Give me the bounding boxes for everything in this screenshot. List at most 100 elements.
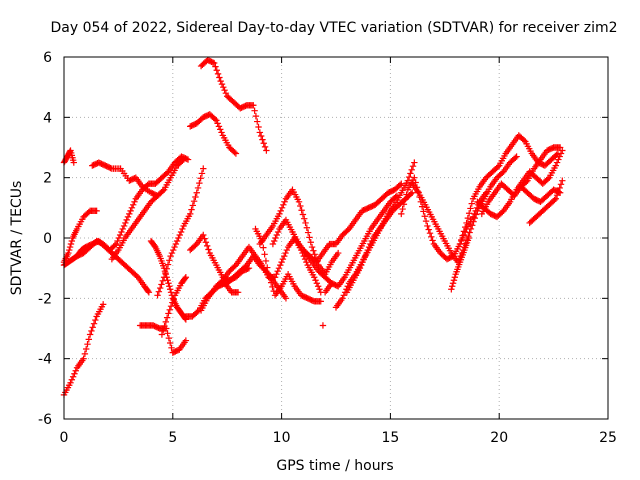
data-series <box>108 192 161 263</box>
data-point <box>310 247 317 254</box>
y-tick-label: -4 <box>38 352 52 368</box>
data-point <box>203 242 211 250</box>
data-point <box>334 249 342 257</box>
data-point <box>553 191 561 199</box>
data-point <box>166 286 174 293</box>
axis-ticks: 0 5 10 15 20 25 -6 -4 -2 0 2 4 6 <box>38 50 617 446</box>
data-point <box>360 255 368 263</box>
data-point <box>200 231 207 239</box>
data-point <box>255 123 262 131</box>
data-point <box>66 246 73 254</box>
data-point <box>459 232 466 239</box>
data-point <box>155 288 163 295</box>
data-point <box>306 234 313 241</box>
data-point <box>266 275 274 282</box>
data-series <box>197 252 290 314</box>
data-point <box>202 239 210 246</box>
data-point <box>172 240 180 248</box>
data-point <box>302 219 309 227</box>
data-point <box>67 379 74 386</box>
data-point <box>339 295 346 302</box>
data-point <box>422 217 430 225</box>
data-point <box>556 144 564 151</box>
data-point <box>93 207 100 215</box>
data-point <box>189 202 197 209</box>
data-point <box>551 196 558 204</box>
data-point <box>80 355 87 362</box>
data-point <box>463 219 470 227</box>
data-point <box>399 205 406 213</box>
data-point <box>209 59 217 66</box>
data-point <box>297 202 304 210</box>
data-point <box>221 86 228 94</box>
data-point <box>187 210 194 218</box>
data-point <box>213 67 220 74</box>
data-point <box>120 222 128 230</box>
data-point <box>175 234 182 242</box>
data-point <box>273 231 281 239</box>
data-series <box>158 274 190 338</box>
data-point <box>277 261 284 269</box>
data-point <box>340 292 348 299</box>
data-point <box>154 292 161 299</box>
data-point <box>304 229 312 236</box>
data-point <box>119 225 126 233</box>
data-point <box>176 231 183 239</box>
data-point <box>84 340 91 348</box>
data-point <box>114 237 121 245</box>
data-point <box>429 237 436 244</box>
data-point <box>421 213 428 220</box>
data-point <box>469 222 476 229</box>
data-point <box>271 237 278 245</box>
data-point <box>269 240 277 248</box>
data-point <box>198 170 206 177</box>
data-point <box>408 189 416 196</box>
x-tick-label: 5 <box>168 430 177 446</box>
data-point <box>169 299 176 306</box>
data-point <box>451 274 459 281</box>
data-point <box>458 236 465 244</box>
data-series <box>456 132 562 248</box>
data-point <box>159 277 166 285</box>
data-point <box>116 231 124 239</box>
data-point <box>163 314 171 321</box>
data-point <box>424 222 431 230</box>
data-point <box>464 214 472 222</box>
data-point <box>555 156 562 163</box>
data-point <box>216 74 223 81</box>
data-point <box>407 190 415 198</box>
data-point <box>260 140 267 147</box>
data-point <box>205 246 212 253</box>
data-point <box>90 320 98 327</box>
data-point <box>153 193 160 201</box>
data-point <box>267 279 275 286</box>
data-point <box>277 207 284 215</box>
data-point <box>552 195 559 202</box>
data-series <box>256 186 342 278</box>
data-point <box>163 265 170 272</box>
data-point <box>192 193 199 201</box>
data-point <box>556 153 563 160</box>
data-point <box>211 115 219 123</box>
data-series <box>448 234 472 293</box>
data-point <box>405 173 413 181</box>
data-point <box>145 289 153 296</box>
data-point <box>183 155 190 163</box>
data-point <box>194 308 201 315</box>
data-point <box>182 274 190 281</box>
data-point <box>467 225 475 233</box>
data-point <box>358 261 365 269</box>
data-point <box>274 228 282 236</box>
data-point <box>552 162 559 169</box>
data-series <box>60 207 100 266</box>
data-series <box>517 144 564 190</box>
data-point <box>264 264 271 271</box>
data-point <box>217 77 224 85</box>
data-point <box>215 123 223 130</box>
data-point <box>307 239 314 246</box>
data-point <box>166 283 173 290</box>
data-point <box>250 102 257 109</box>
data-point <box>557 150 565 157</box>
data-point <box>425 226 432 233</box>
data-point <box>182 337 190 344</box>
